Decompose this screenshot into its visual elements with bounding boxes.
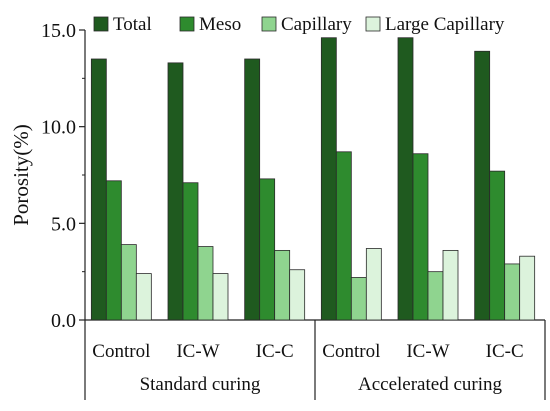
- bar-large-capillary: [135, 273, 152, 321]
- axes: 0.0 5.0 10.0 15.0: [41, 20, 546, 400]
- category-label: IC-C: [256, 341, 294, 362]
- bar-total: [244, 58, 261, 321]
- bar-large-capillary: [442, 249, 459, 321]
- y-tick-label: 15.0: [41, 20, 76, 42]
- category-label: IC-W: [406, 341, 449, 362]
- bar-total: [474, 50, 491, 321]
- legend-label: Capillary: [281, 14, 352, 35]
- bars: [90, 37, 536, 321]
- bar-large-capillary: [365, 248, 382, 321]
- bar-capillary: [120, 244, 137, 321]
- y-tick-label: 5.0: [51, 213, 76, 235]
- category-label: Control: [322, 341, 380, 362]
- bar-large-capillary: [289, 269, 306, 321]
- bar-capillary: [274, 249, 291, 321]
- bar-meso: [412, 153, 429, 321]
- bar-capillary: [350, 277, 367, 321]
- bar-meso: [105, 180, 122, 321]
- bar-total: [320, 37, 337, 321]
- bar-meso: [259, 178, 276, 321]
- bar-capillary: [197, 246, 214, 321]
- legend-label: Meso: [199, 14, 241, 35]
- group-label: Accelerated curing: [358, 374, 502, 395]
- group-label: Standard curing: [140, 374, 261, 395]
- bar-total: [397, 37, 414, 321]
- bar-meso: [489, 170, 506, 321]
- bar-capillary: [427, 271, 444, 321]
- bar-large-capillary: [212, 273, 229, 321]
- bar-total: [90, 58, 107, 321]
- category-label: IC-C: [486, 341, 524, 362]
- legend: Total Meso Capillary Large Capillary: [93, 14, 505, 35]
- y-axis-label: Porosity(%): [9, 124, 33, 226]
- legend-swatch-capillary: [261, 16, 277, 32]
- category-label: Control: [92, 341, 150, 362]
- legend-swatch-large-capillary: [365, 16, 381, 32]
- x-labels: Control IC-W IC-C Control IC-W IC-C Standard c…: [92, 341, 523, 395]
- y-tick-label: 0.0: [51, 310, 76, 332]
- bar-meso: [182, 182, 199, 321]
- bar-total: [167, 62, 184, 321]
- legend-label: Large Capillary: [385, 14, 505, 35]
- legend-swatch-meso: [179, 16, 195, 32]
- bar-large-capillary: [519, 255, 536, 321]
- category-label: IC-W: [176, 341, 219, 362]
- bar-meso: [335, 151, 352, 321]
- y-tick-label: 10.0: [41, 117, 76, 139]
- legend-swatch-total: [93, 16, 109, 32]
- bar-capillary: [504, 263, 521, 321]
- legend-label: Total: [113, 14, 152, 35]
